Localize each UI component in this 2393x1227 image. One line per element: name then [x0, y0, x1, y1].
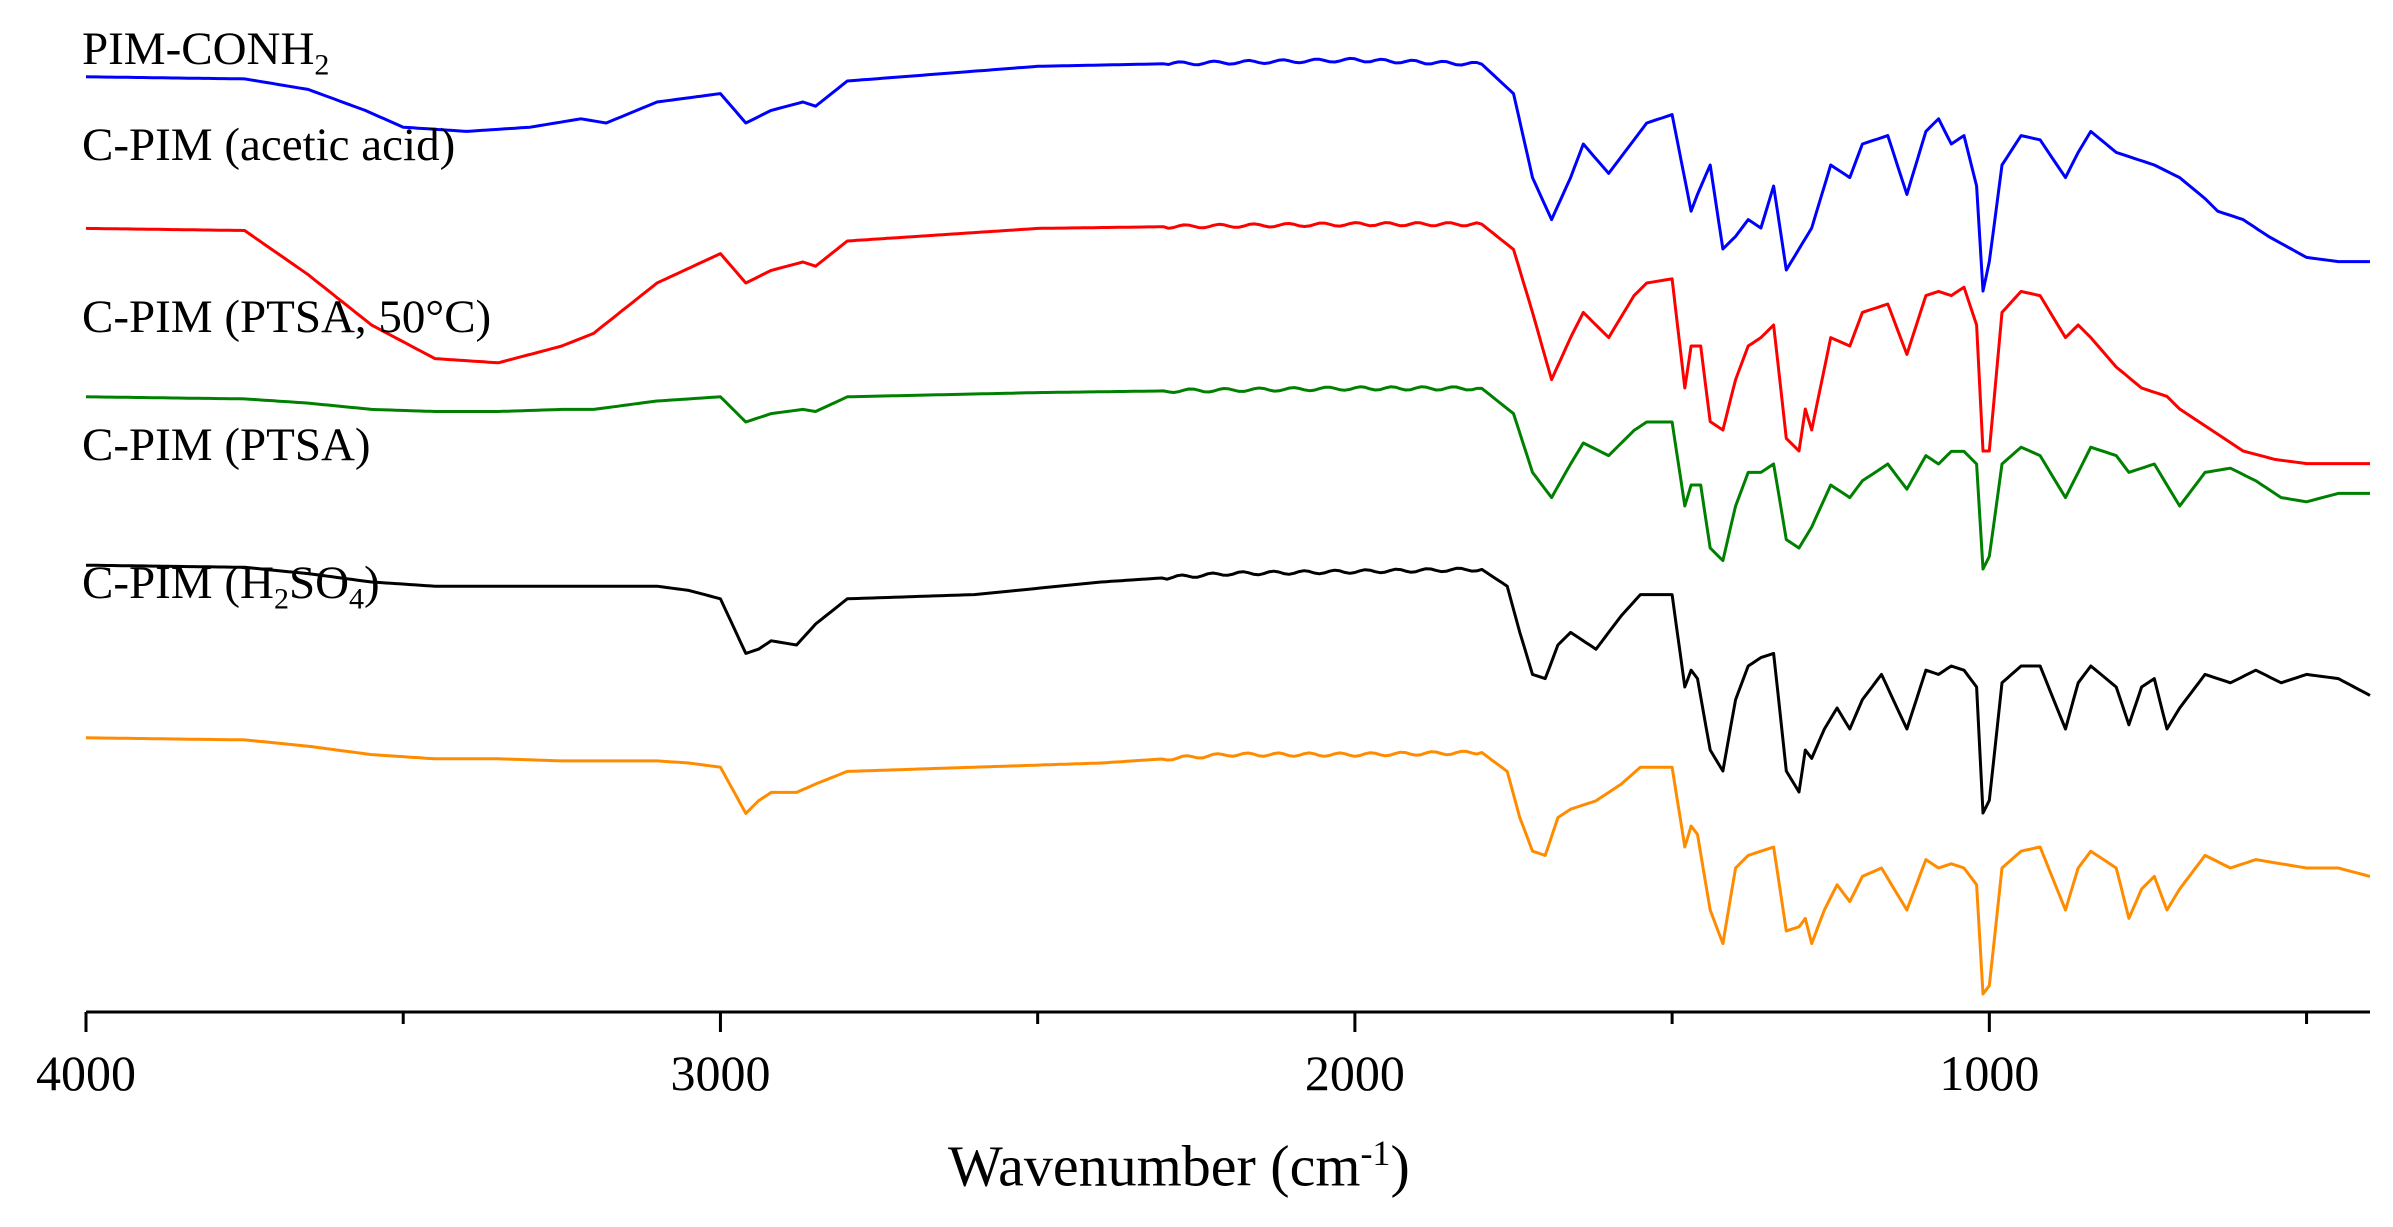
legend-label-part: SO [288, 557, 350, 609]
legend-label-part: C-PIM (PTSA, 50°C) [82, 291, 492, 343]
legend-label-part: C-PIM (PTSA) [82, 419, 371, 471]
legend-label-part: 2 [273, 582, 289, 616]
x-tick-label-2000: 2000 [1305, 1045, 1405, 1101]
series-line-1 [85, 221, 2370, 466]
legend-label-part: PIM-CONH [82, 23, 315, 75]
legend-label-part: ) [364, 557, 380, 609]
series-line-0 [85, 56, 2370, 293]
legend-label-4: C-PIM (H2SO4) [82, 560, 380, 614]
x-axis-title-main: Wavenumber (cm [948, 1133, 1361, 1199]
series-line-4 [85, 736, 2371, 996]
x-tick-label-1000: 1000 [1939, 1045, 2039, 1101]
series-layer [85, 56, 2371, 996]
x-axis-title-sup: -1 [1360, 1133, 1391, 1173]
legend-label-part: 4 [349, 582, 365, 616]
x-axis-title-close: ) [1390, 1133, 1410, 1199]
legend-label-2: C-PIM (PTSA, 50°C) [82, 294, 491, 341]
series-line-2 [85, 385, 2370, 571]
legend-label-part: C-PIM (H [82, 557, 274, 609]
legend-label-0: PIM-CONH2 [82, 26, 329, 80]
x-axis-title: Wavenumber (cm-1) [948, 1135, 1410, 1195]
legend-label-3: C-PIM (PTSA) [82, 422, 371, 469]
legend-label-1: C-PIM (acetic acid) [82, 122, 455, 169]
x-tick-label-4000: 4000 [36, 1045, 136, 1101]
legend-label-part: C-PIM (acetic acid) [82, 119, 456, 171]
x-axis-ticks: 4000 3000 2000 1000 [36, 1012, 2309, 1101]
series-line-3 [85, 563, 2371, 815]
x-tick-label-3000: 3000 [670, 1045, 770, 1101]
legend-label-part: 2 [314, 48, 330, 82]
